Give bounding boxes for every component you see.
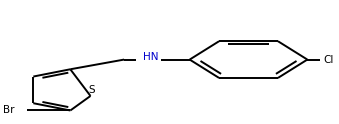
Text: Br: Br [3,106,15,115]
Text: HN: HN [143,52,159,62]
Text: Cl: Cl [323,55,333,65]
Text: S: S [89,85,96,95]
